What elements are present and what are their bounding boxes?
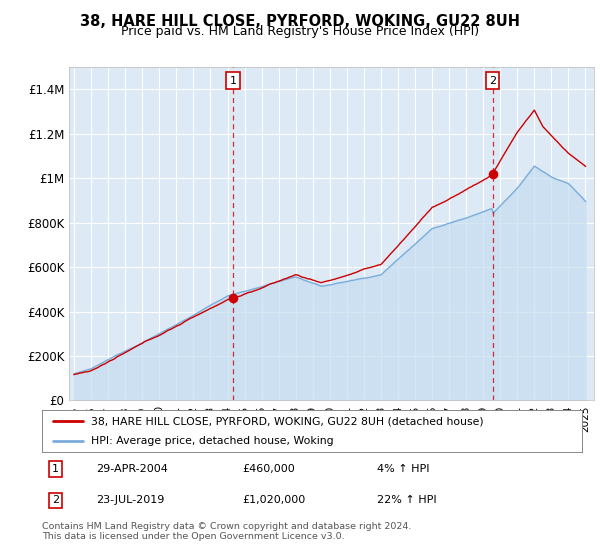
Text: 1: 1: [52, 464, 59, 474]
Text: 29-APR-2004: 29-APR-2004: [96, 464, 168, 474]
Text: 4% ↑ HPI: 4% ↑ HPI: [377, 464, 430, 474]
Text: 2: 2: [489, 76, 496, 86]
Text: £460,000: £460,000: [242, 464, 295, 474]
Text: £1,020,000: £1,020,000: [242, 496, 305, 506]
Text: 2: 2: [52, 496, 59, 506]
Text: 22% ↑ HPI: 22% ↑ HPI: [377, 496, 436, 506]
Point: [228, 294, 238, 303]
Text: 23-JUL-2019: 23-JUL-2019: [96, 496, 164, 506]
Text: HPI: Average price, detached house, Woking: HPI: Average price, detached house, Woki…: [91, 436, 333, 446]
Point: [488, 169, 497, 178]
Text: 1: 1: [229, 76, 236, 86]
Text: Contains HM Land Registry data © Crown copyright and database right 2024.
This d: Contains HM Land Registry data © Crown c…: [42, 522, 412, 542]
Text: 38, HARE HILL CLOSE, PYRFORD, WOKING, GU22 8UH (detached house): 38, HARE HILL CLOSE, PYRFORD, WOKING, GU…: [91, 416, 483, 426]
Text: Price paid vs. HM Land Registry's House Price Index (HPI): Price paid vs. HM Land Registry's House …: [121, 25, 479, 38]
Text: 38, HARE HILL CLOSE, PYRFORD, WOKING, GU22 8UH: 38, HARE HILL CLOSE, PYRFORD, WOKING, GU…: [80, 14, 520, 29]
